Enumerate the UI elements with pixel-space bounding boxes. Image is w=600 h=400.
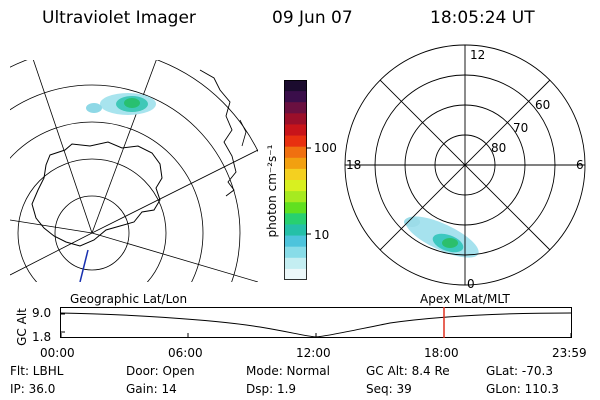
colorbar-swatch <box>284 224 307 237</box>
satellite-track <box>79 249 89 282</box>
seq-info: Seq: 39 <box>366 382 412 396</box>
dsp-info: Dsp: 1.9 <box>246 382 297 396</box>
colorbar-swatch <box>284 102 307 114</box>
glat-info: GLat: -70.3 <box>486 364 553 378</box>
filter-info: Flt: LBHL <box>10 364 64 378</box>
colorbar-swatch <box>284 80 307 92</box>
altitude-plot <box>60 307 572 338</box>
mlt-label-12: 12 <box>470 48 486 62</box>
colorbar-swatch <box>284 246 307 259</box>
door-info: Door: Open <box>126 364 195 378</box>
apex-polar-map <box>344 44 586 286</box>
colorbar-tick-100: 100 <box>314 141 337 155</box>
antarctica-coastline <box>31 141 163 247</box>
lat-label-80: 80 <box>491 141 507 155</box>
date-label: 09 Jun 07 <box>272 8 353 28</box>
colorbar-swatch <box>284 146 307 159</box>
glon-info: GLon: 110.3 <box>486 382 559 396</box>
colorbar-swatch <box>284 213 307 225</box>
colorbar-swatch <box>284 135 307 148</box>
australia-coastline <box>199 69 237 197</box>
mode-info: Mode: Normal <box>246 364 330 378</box>
colorbar-swatch <box>284 124 307 137</box>
colorbar-tick-10: 10 <box>314 228 330 242</box>
time-tick-0000: 00:00 <box>40 346 75 360</box>
time-label: 18:05:24 UT <box>430 8 535 28</box>
time-tick-2359: 23:59 <box>552 346 587 360</box>
colorbar-swatch <box>284 202 307 214</box>
colorbar <box>284 80 311 280</box>
colorbar-label: photon cm⁻²s⁻¹ <box>265 144 279 238</box>
lat-label-70: 70 <box>513 121 529 135</box>
time-tick-1800: 18:00 <box>424 346 459 360</box>
colorbar-swatch <box>284 168 307 181</box>
geographic-map <box>10 60 258 282</box>
colorbar-swatch <box>284 157 307 170</box>
time-tick-0600: 06:00 <box>168 346 203 360</box>
colorbar-swatch <box>284 191 307 203</box>
colorbar-swatch <box>284 91 307 103</box>
colorbar-swatch <box>284 180 307 192</box>
gc-alt-info: GC Alt: 8.4 Re <box>366 364 450 378</box>
alt-tick-1-8: 1.8 <box>32 330 52 344</box>
instrument-title: Ultraviolet Imager <box>42 8 196 28</box>
geographic-title: Geographic Lat/Lon <box>70 292 188 306</box>
time-tick-1200: 12:00 <box>296 346 331 360</box>
gain-info: Gain: 14 <box>126 382 177 396</box>
mlt-label-6: 6 <box>576 158 584 172</box>
mlt-label-18: 18 <box>346 158 362 172</box>
apex-title: Apex MLat/MLT <box>420 292 510 306</box>
colorbar-swatch <box>284 268 307 280</box>
colorbar-swatch <box>284 257 307 270</box>
altitude-axis-label: GC Alt <box>15 308 29 346</box>
mlt-label-0: 0 <box>467 277 475 291</box>
lat-label-60: 60 <box>535 98 551 112</box>
colorbar-swatch <box>284 113 307 125</box>
alt-tick-9: 9.0 <box>32 306 52 320</box>
colorbar-swatch <box>284 235 307 248</box>
ip-info: IP: 36.0 <box>10 382 56 396</box>
altitude-curve <box>60 312 572 338</box>
